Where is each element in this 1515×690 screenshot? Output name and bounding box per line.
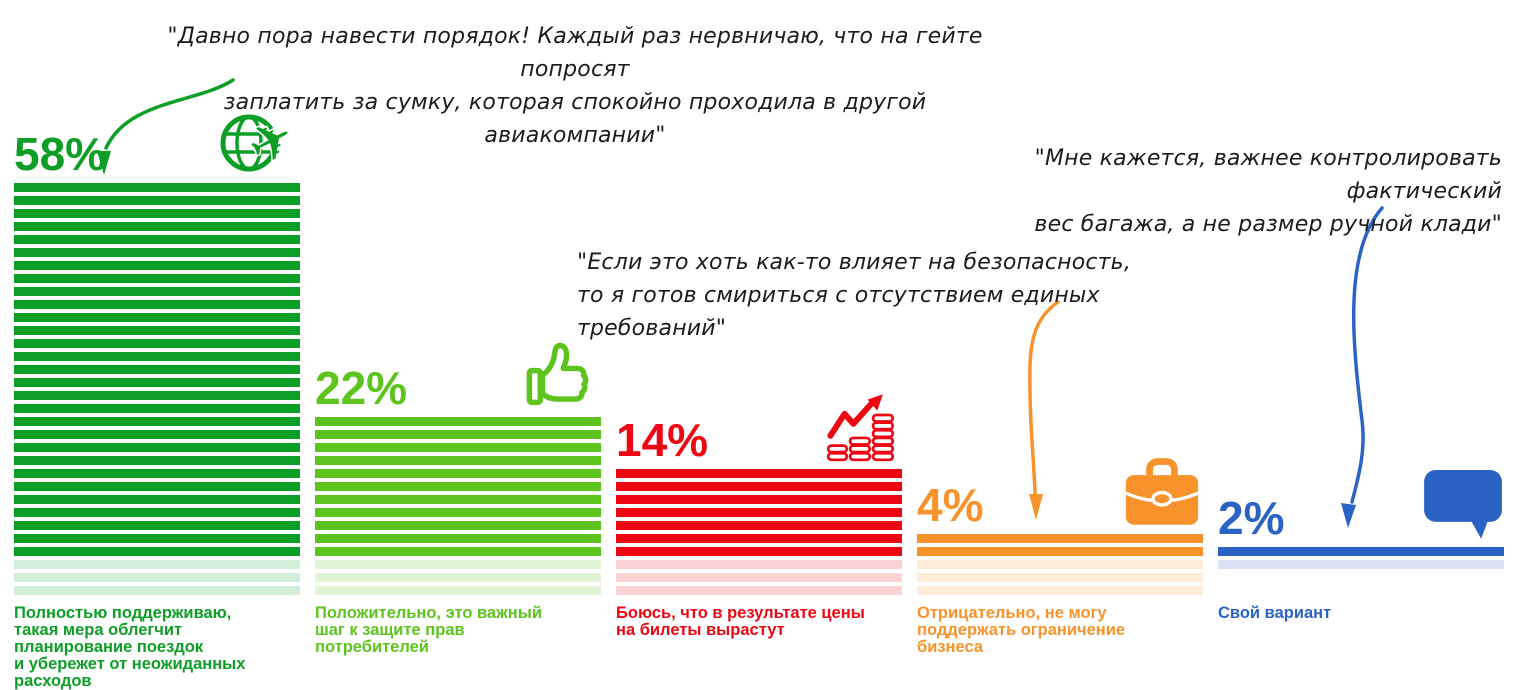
bar-stripe xyxy=(315,507,601,517)
bar-stripe xyxy=(14,182,300,192)
bar-stripe xyxy=(14,364,300,374)
rising-prices-icon xyxy=(826,393,895,461)
bar-stripe xyxy=(14,208,300,218)
bar-caption: Положительно, это важный шаг к защите пр… xyxy=(315,604,543,656)
percent-label: 4% xyxy=(917,478,984,531)
percent-label: 22% xyxy=(315,361,408,414)
bar-stripe xyxy=(315,533,601,543)
bar-caption: Полностью поддерживаю, такая мера облегч… xyxy=(14,604,246,690)
bar-stripe xyxy=(616,494,902,504)
bar-stripe xyxy=(14,494,300,504)
bar-stripe xyxy=(14,221,300,231)
bar-caption: Боюсь, что в результате цены на билеты в… xyxy=(616,604,865,639)
bar-caption: Отрицательно, не могу поддержать огранич… xyxy=(917,604,1126,656)
thumbs-up-icon xyxy=(526,342,589,405)
bar-stripe xyxy=(14,338,300,348)
icon-slot xyxy=(822,392,900,462)
bar-stripe xyxy=(14,234,300,244)
bar-stripe xyxy=(14,481,300,491)
bar xyxy=(616,468,902,599)
globe-plane-icon: ✈ xyxy=(220,106,298,176)
briefcase-icon xyxy=(1125,457,1199,525)
bar-stripe xyxy=(14,351,300,361)
bar-stripe xyxy=(14,520,300,530)
bar-stripe-faded xyxy=(616,572,902,582)
percent-label: 58% xyxy=(14,127,107,180)
bar-stripe-faded xyxy=(14,585,300,595)
bar-stripe xyxy=(616,546,902,556)
icon-slot xyxy=(1424,469,1502,540)
bar-stripe xyxy=(14,260,300,270)
bar-stripe xyxy=(14,507,300,517)
quote-safety: "Если это хоть как-то влияет на безопасн… xyxy=(577,250,1132,341)
bar-stripe xyxy=(14,390,300,400)
bar-stripe xyxy=(14,377,300,387)
percent-label: 2% xyxy=(1218,491,1285,544)
bar-stripe xyxy=(917,533,1203,543)
bar-stripe-faded xyxy=(315,572,601,582)
bar-stripe xyxy=(315,481,601,491)
bar-stripe-faded xyxy=(14,559,300,569)
bar-stripe xyxy=(14,429,300,439)
bar-stripe xyxy=(14,299,300,309)
bar-column: 14% Боюсь, что в результате цены на биле… xyxy=(616,0,902,690)
bar-stripe-faded xyxy=(917,559,1203,569)
speech-bubble-icon xyxy=(1424,469,1502,539)
bar-caption: Свой вариант xyxy=(1218,604,1332,622)
icon-slot xyxy=(521,340,599,410)
bar-stripe xyxy=(616,520,902,530)
bar-stripe-faded xyxy=(315,585,601,595)
bar-stripe xyxy=(14,455,300,465)
bar-stripe xyxy=(315,520,601,530)
bar-stripe xyxy=(315,455,601,465)
bar-stripe xyxy=(315,468,601,478)
bar-stripe-faded xyxy=(14,572,300,582)
bar-column: 58% ✈ Полностью поддерживаю, такая мера … xyxy=(14,0,300,690)
bar-stripe xyxy=(14,273,300,283)
icon-slot: ✈ xyxy=(220,106,298,176)
bar-stripe xyxy=(315,416,601,426)
bar-column: 22% Положительно, это важный шаг к защит… xyxy=(315,0,601,690)
bar-stripe xyxy=(14,533,300,543)
bar-stripe xyxy=(315,494,601,504)
bar xyxy=(1218,546,1504,573)
bar-stripe xyxy=(14,247,300,257)
bar xyxy=(315,416,601,599)
bar-stripe xyxy=(616,468,902,478)
bar-stripe xyxy=(616,507,902,517)
bar-stripe-faded xyxy=(616,585,902,595)
bar-stripe xyxy=(616,481,902,491)
bar xyxy=(917,533,1203,599)
bar-stripe xyxy=(14,195,300,205)
bar-stripe xyxy=(315,546,601,556)
bar-stripe-faded xyxy=(315,559,601,569)
bar-stripe-faded xyxy=(616,559,902,569)
percent-label: 14% xyxy=(616,413,709,466)
bar-stripe xyxy=(14,442,300,452)
bar-stripe xyxy=(315,442,601,452)
bar-stripe xyxy=(14,286,300,296)
bar-stripe xyxy=(616,533,902,543)
bar-stripe-faded xyxy=(917,572,1203,582)
bar-stripe xyxy=(1218,546,1504,556)
bar-stripe xyxy=(14,312,300,322)
bar-stripe xyxy=(14,546,300,556)
quote-weight-control: "Мне кажется, важнее контролировать факт… xyxy=(1034,146,1502,237)
bar-column: 4% Отрицательно, не могу поддержать огра… xyxy=(917,0,1203,690)
bar-column: 2% Свой вариант xyxy=(1218,0,1504,690)
bar-stripe xyxy=(14,468,300,478)
bar-stripe xyxy=(917,546,1203,556)
bar-stripe xyxy=(14,416,300,426)
bar-stripe-faded xyxy=(917,585,1203,595)
quote-support: "Давно пора навести порядок! Каждый раз … xyxy=(167,24,983,148)
bar-stripe xyxy=(14,403,300,413)
icon-slot xyxy=(1123,457,1201,527)
bar-stripe xyxy=(14,325,300,335)
bar xyxy=(14,182,300,599)
bar-stripe-faded xyxy=(1218,559,1504,569)
bar-stripe xyxy=(315,429,601,439)
